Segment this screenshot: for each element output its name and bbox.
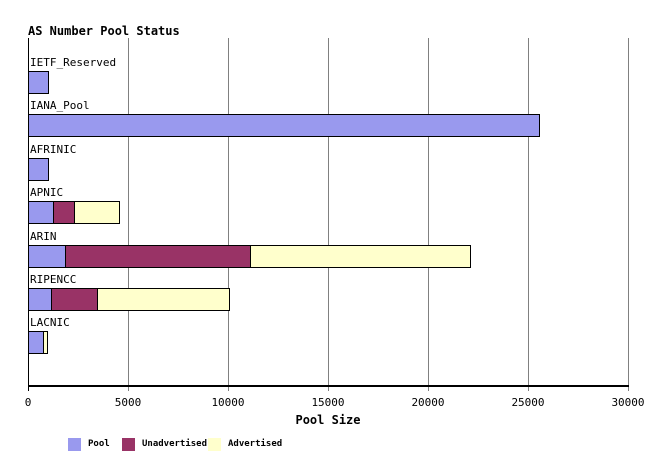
category-label-lacnic: LACNIC	[30, 316, 72, 330]
tick-mark-20000	[428, 387, 429, 391]
bar-segment-afrinic-pool	[28, 157, 49, 181]
x-tick-label-25000: 25000	[511, 396, 545, 409]
x-tick-label-0: 0	[24, 396, 32, 409]
bar-segment-ripencc-pool	[28, 288, 52, 311]
x-axis-title: Pool Size	[295, 413, 361, 427]
bar-segment-lacnic-advertised	[43, 331, 48, 355]
category-label-iana_pool: IANA_Pool	[30, 99, 92, 113]
gridline-30000	[628, 38, 629, 386]
legend-label-pool: Pool	[88, 439, 110, 449]
x-tick-label-30000: 30000	[611, 396, 645, 409]
category-label-afrinic: AFRINIC	[30, 142, 79, 156]
bar-segment-ietf_reserved-pool	[28, 71, 49, 94]
legend-label-unadvertised: Unadvertised	[142, 439, 208, 449]
category-label-ripencc: RIPENCC	[30, 273, 79, 286]
gridline-10000	[228, 38, 229, 386]
x-axis-line	[28, 385, 629, 387]
gridline-5000	[128, 38, 129, 386]
tick-mark-25000	[528, 387, 529, 391]
tick-mark-0	[28, 387, 29, 391]
legend-swatch-pool	[68, 438, 81, 451]
legend-label-advertised: Advertised	[228, 439, 283, 449]
gridline-25000	[528, 38, 529, 386]
chart-title: AS Number Pool Status	[28, 24, 180, 38]
category-label-apnic: APNIC	[30, 186, 66, 200]
gridline-20000	[428, 38, 429, 386]
gridline-15000	[328, 38, 329, 386]
x-tick-label-10000: 10000	[211, 396, 245, 409]
category-label-arin: ARIN	[30, 229, 59, 243]
bar-segment-apnic-unadvertised	[53, 201, 75, 225]
tick-mark-10000	[228, 387, 229, 391]
bar-segment-ripencc-advertised	[97, 288, 230, 311]
bar-segment-arin-advertised	[250, 244, 471, 268]
plot-area: IETF_Reserved IANA_Pool AFRINIC APNIC ARIN RI…	[28, 38, 629, 391]
legend: Pool Unadvertised Advertised	[0, 438, 666, 452]
legend-swatch-advertised	[208, 438, 221, 451]
x-tick-label-15000: 15000	[311, 396, 345, 409]
legend-swatch-unadvertised	[122, 438, 135, 451]
bar-segment-apnic-advertised	[74, 201, 120, 225]
tick-mark-15000	[328, 387, 329, 391]
category-label-ietf_reserved: IETF_Reserved	[30, 56, 119, 69]
bar-segment-iana_pool-pool	[28, 114, 540, 138]
bar-segment-lacnic-pool	[28, 331, 44, 355]
bar-segment-apnic-pool	[28, 201, 54, 225]
bar-segment-arin-unadvertised	[65, 244, 251, 268]
x-tick-label-5000: 5000	[114, 396, 142, 409]
bar-segment-ripencc-unadvertised	[50, 288, 98, 311]
x-tick-label-20000: 20000	[411, 396, 445, 409]
tick-mark-5000	[128, 387, 129, 391]
tick-mark-30000	[628, 387, 629, 391]
bar-segment-arin-pool	[28, 244, 66, 268]
